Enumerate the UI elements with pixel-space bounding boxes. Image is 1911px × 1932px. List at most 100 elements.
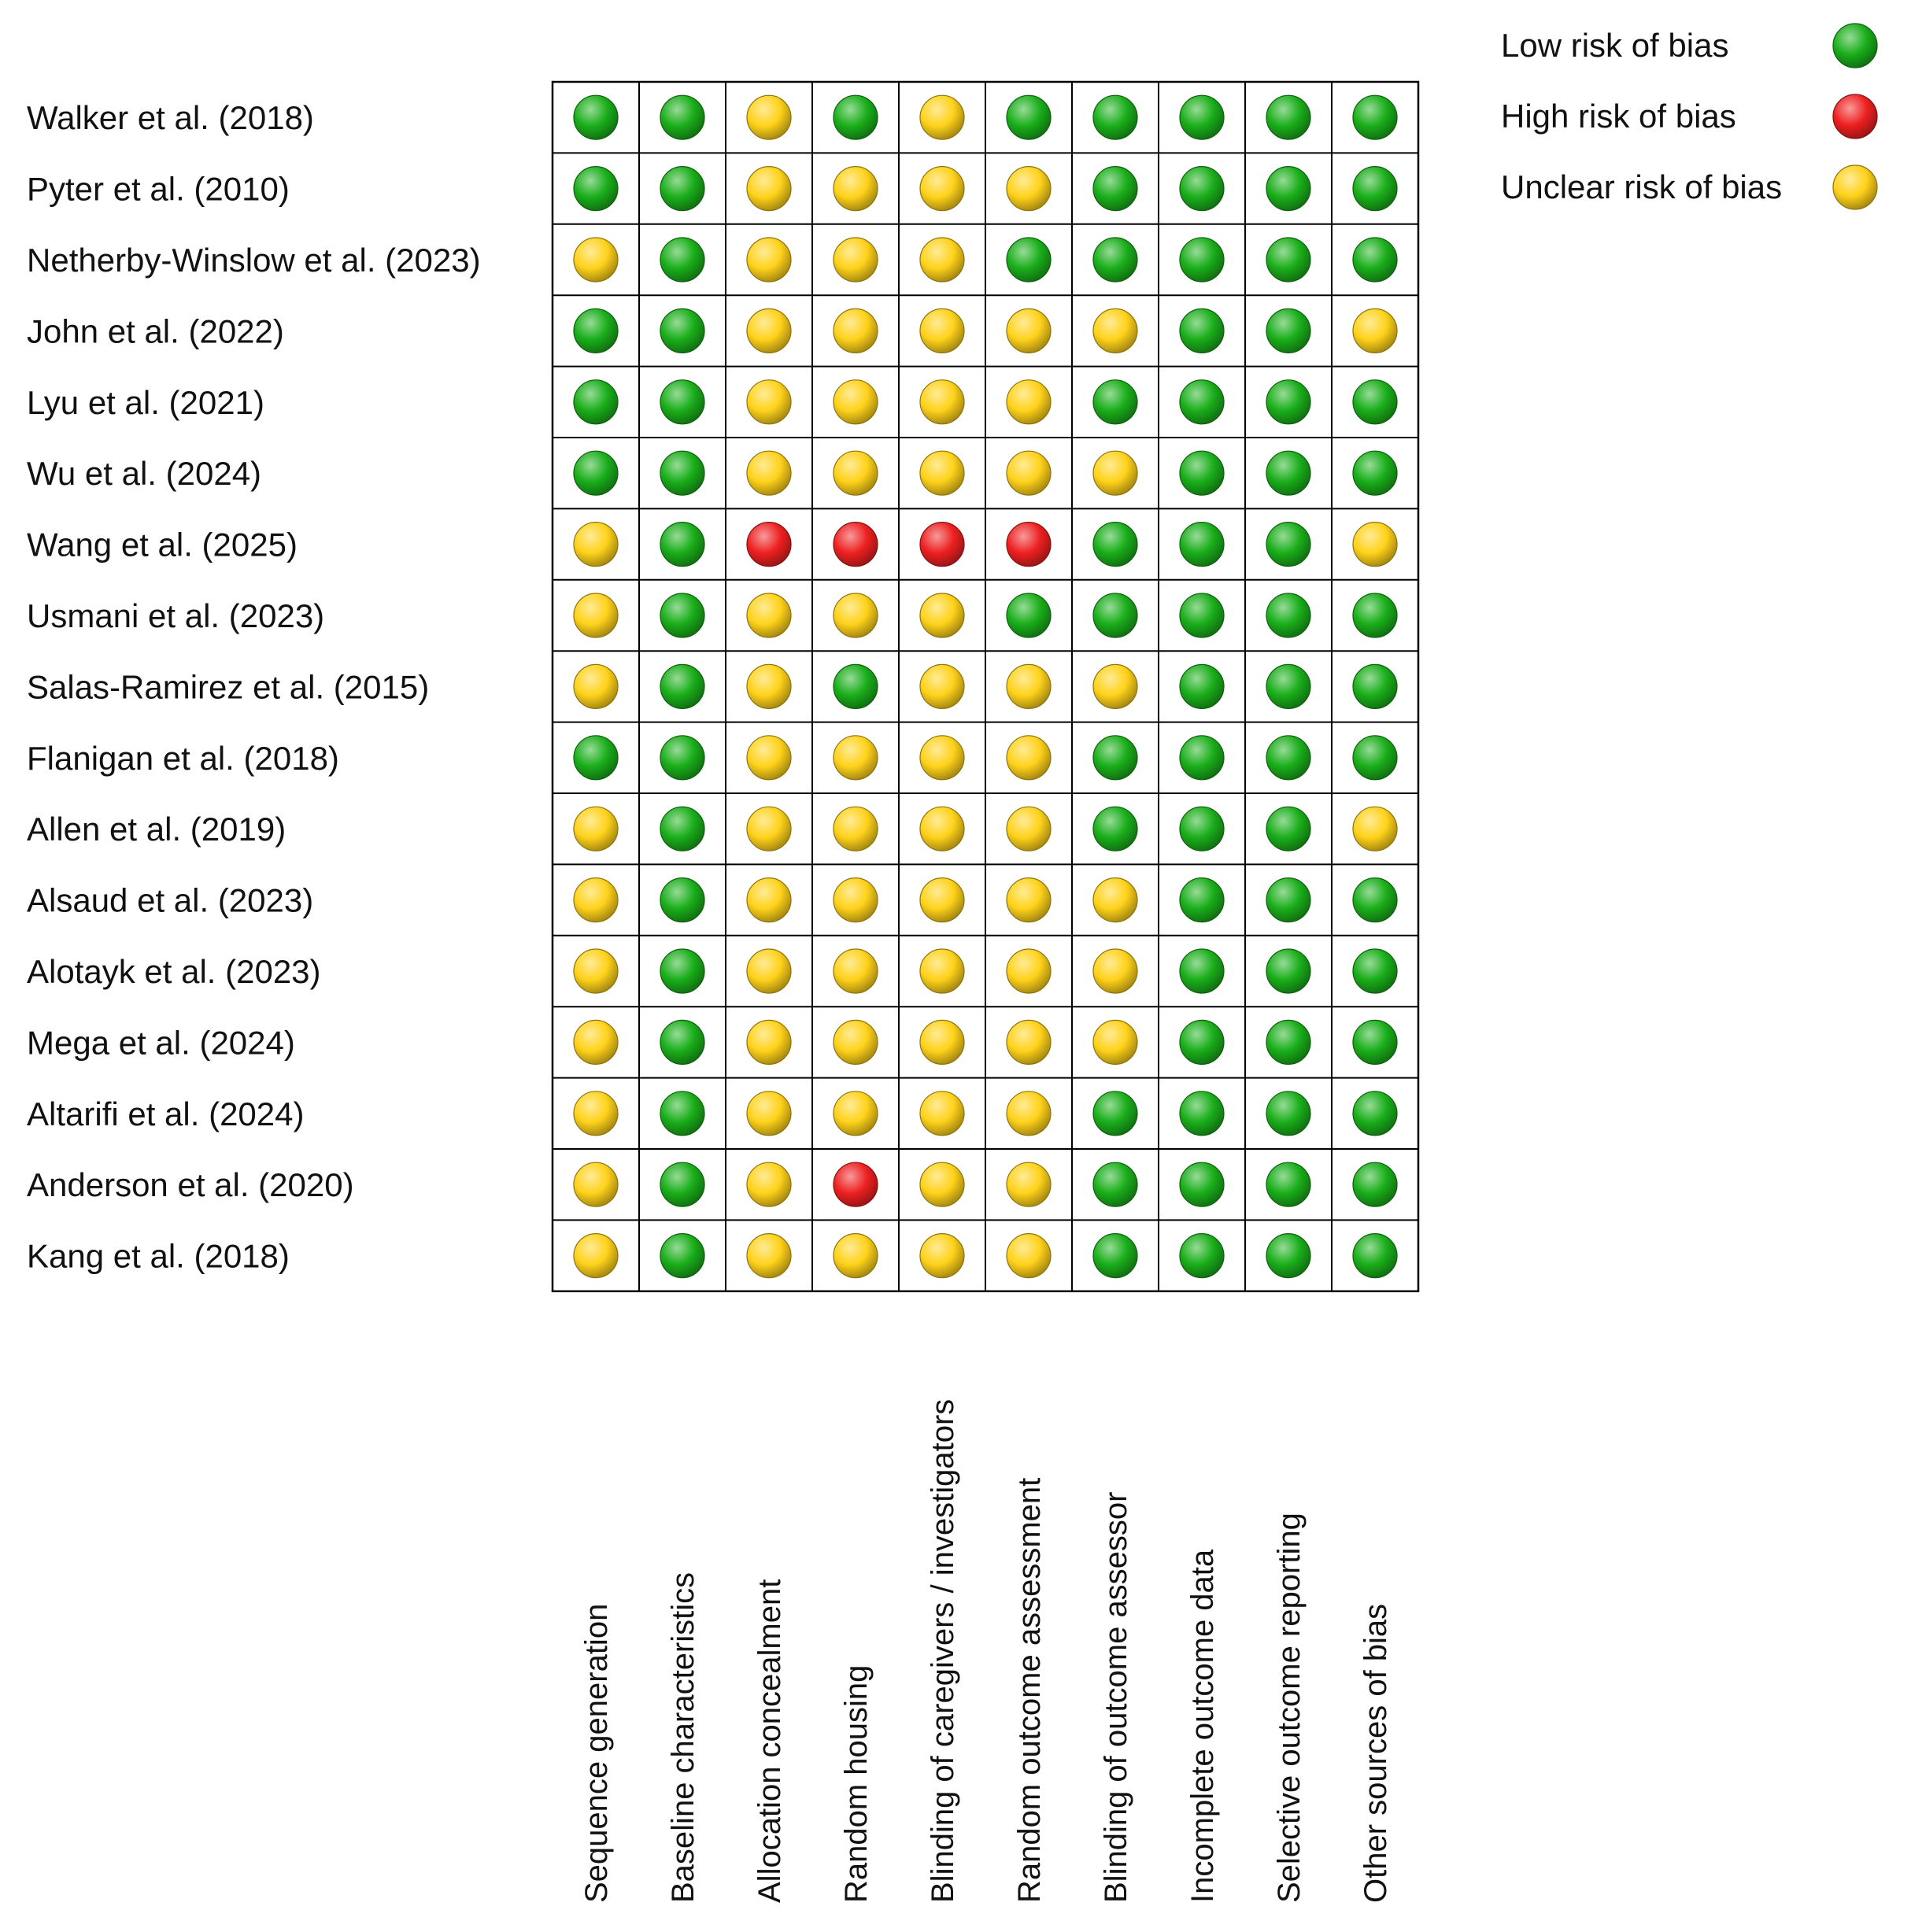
study-label: John et al. (2022) xyxy=(27,312,284,349)
rating-dot-unclear xyxy=(746,237,792,283)
domain-label: Blinding of outcome assessor xyxy=(1099,1492,1133,1904)
rating-dot-unclear xyxy=(746,948,792,994)
rating-dot-unclear xyxy=(833,593,878,638)
rating-dot-unclear xyxy=(919,1091,965,1136)
study-label: Lyu et al. (2021) xyxy=(27,384,264,421)
rating-dot-low xyxy=(1179,1162,1225,1207)
rating-dot-unclear xyxy=(833,948,878,994)
rating-dot-unclear xyxy=(1006,1091,1052,1136)
rating-dot-low xyxy=(1006,593,1052,638)
rating-dot-unclear xyxy=(746,663,792,710)
rating-dot-unclear xyxy=(573,1019,619,1066)
rating-dot-low xyxy=(1266,1232,1311,1279)
rating-dot-low xyxy=(1179,593,1225,638)
rating-dot-low xyxy=(1092,1091,1138,1136)
rating-dot-low xyxy=(1266,593,1311,638)
legend-label-high: High risk of bias xyxy=(1501,98,1736,135)
legend-label-low: Low risk of bias xyxy=(1501,27,1728,64)
rating-dot-low xyxy=(1092,1162,1138,1207)
rating-dot-low xyxy=(1179,521,1225,567)
rating-dot-unclear xyxy=(573,806,619,851)
rating-dot-low xyxy=(1352,1019,1398,1066)
rating-dot-low xyxy=(1352,1162,1398,1207)
study-label: Pyter et al. (2010) xyxy=(27,171,290,208)
legend-label-unclear: Unclear risk of bias xyxy=(1501,168,1782,205)
rating-dot-unclear xyxy=(1006,735,1052,781)
rating-dot-unclear xyxy=(1092,450,1138,496)
domain-label: Baseline characteristics xyxy=(666,1572,700,1903)
rating-dot-low xyxy=(573,735,619,781)
rating-dot-unclear xyxy=(919,663,965,710)
rating-dot-unclear xyxy=(919,94,965,140)
rating-dot-low xyxy=(1266,948,1311,994)
rating-dot-low xyxy=(1092,735,1138,781)
rating-dot-low xyxy=(1266,663,1311,710)
rating-dot-unclear xyxy=(919,735,965,781)
rating-dot-unclear xyxy=(919,1232,965,1279)
study-label: Walker et al. (2018) xyxy=(27,99,314,136)
rating-dot-unclear xyxy=(1352,806,1398,851)
rating-dot-unclear xyxy=(573,521,619,567)
rating-dot-unclear xyxy=(919,1162,965,1207)
rating-dot-low xyxy=(573,450,619,496)
rating-dot-low xyxy=(1266,521,1311,567)
rating-dot-low xyxy=(573,379,619,425)
rating-dot-low xyxy=(1092,521,1138,567)
rating-dot-unclear xyxy=(1006,806,1052,851)
rating-dot-low xyxy=(833,94,878,140)
rating-dot-low xyxy=(1179,166,1225,212)
study-label: Netherby-Winslow et al. (2023) xyxy=(27,242,481,279)
rating-dot-unclear xyxy=(833,450,878,496)
rating-dot-low xyxy=(1006,237,1052,283)
rating-dot-low xyxy=(1352,948,1398,994)
rating-dot-unclear xyxy=(1006,877,1052,923)
rating-dot-unclear xyxy=(919,379,965,425)
rating-dot-unclear xyxy=(1092,663,1138,710)
rating-dot-unclear xyxy=(746,735,792,781)
rating-dot-low xyxy=(660,1162,705,1207)
rating-dot-unclear xyxy=(833,308,878,353)
rating-dot-low xyxy=(1266,877,1311,923)
legend-dot-low xyxy=(1832,23,1878,68)
rating-dot-unclear xyxy=(1352,308,1398,353)
rating-dot-low xyxy=(1092,593,1138,638)
rating-dot-unclear xyxy=(746,308,792,353)
legend: Low risk of bias High risk of bias Unclear… xyxy=(1501,23,1878,210)
rating-dot-low xyxy=(1352,663,1398,710)
rating-dot-unclear xyxy=(1006,948,1052,994)
rating-dot-unclear xyxy=(1006,1019,1052,1066)
rating-dot-low xyxy=(1352,237,1398,283)
rating-dot-high xyxy=(919,521,965,567)
rating-dot-unclear xyxy=(1006,1162,1052,1207)
rating-dot-low xyxy=(660,1019,705,1066)
rating-dot-low xyxy=(573,166,619,212)
rating-dot-unclear xyxy=(833,379,878,425)
rating-dot-low xyxy=(1266,308,1311,353)
rating-dot-low xyxy=(1179,379,1225,425)
domain-label: Selective outcome reporting xyxy=(1272,1513,1307,1903)
rating-dot-low xyxy=(1006,94,1052,140)
rating-dot-low xyxy=(660,166,705,212)
rating-dot-low xyxy=(1266,1019,1311,1066)
rating-dot-unclear xyxy=(1092,877,1138,923)
rating-dot-unclear xyxy=(833,735,878,781)
rating-dot-low xyxy=(660,806,705,851)
rating-dot-low xyxy=(1352,94,1398,140)
rating-dot-unclear xyxy=(919,948,965,994)
rating-dot-unclear xyxy=(573,1162,619,1207)
study-label: Mega et al. (2024) xyxy=(27,1024,295,1061)
study-label: Kang et al. (2018) xyxy=(27,1238,290,1275)
rating-dot-unclear xyxy=(1092,1019,1138,1066)
rating-dot-unclear xyxy=(573,593,619,638)
rating-dot-low xyxy=(1179,94,1225,140)
rating-dot-low xyxy=(1092,806,1138,851)
rating-dot-low xyxy=(1266,94,1311,140)
rating-dot-unclear xyxy=(833,166,878,212)
rating-dot-unclear xyxy=(573,948,619,994)
rating-dot-low xyxy=(1092,166,1138,212)
rating-dot-low xyxy=(1179,948,1225,994)
rating-dot-low xyxy=(1352,450,1398,496)
rating-dot-high xyxy=(1006,521,1052,567)
rating-dot-low xyxy=(660,877,705,923)
rating-dot-unclear xyxy=(1092,948,1138,994)
